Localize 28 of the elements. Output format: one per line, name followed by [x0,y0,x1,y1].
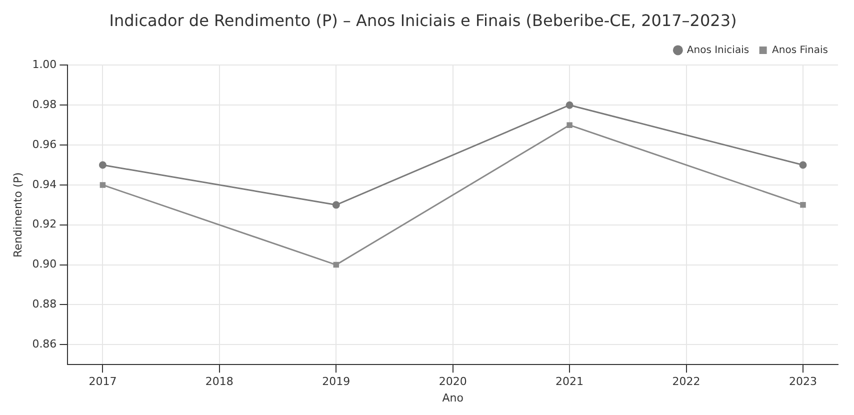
point [333,262,340,268]
point [799,161,807,169]
x-tick-label: 2022 [672,375,700,388]
point [100,182,106,188]
y-tick-label: 0.86 [32,338,57,350]
point [566,122,572,128]
x-tick-label: 2018 [205,375,234,388]
y-tick-label: 0.96 [32,138,57,151]
y-tick-label: 0.94 [32,178,57,191]
chart-title: Indicador de Rendimento (P) – Anos Iniciais e Finais (Beberibe-CE, 2017–2023) [109,10,737,30]
point [98,161,106,169]
x-tick-label: 2019 [322,375,350,388]
y-axis-title: Rendimento (P) [11,172,24,258]
legend-label: Anos Finais [772,44,828,56]
y-tick-label: 0.88 [32,298,57,311]
x-axis-title: Ano [442,391,464,404]
y-tick-label: 0.90 [32,258,57,271]
point [332,201,340,209]
y-tick-label: 0.92 [32,218,57,231]
y-tick-label: 0.98 [32,98,57,111]
legend-label: Anos Iniciais [686,44,750,56]
x-tick-label: 2023 [788,375,817,388]
point [566,101,574,109]
y-tick-label: 1.00 [32,58,57,72]
x-tick-label: 2017 [88,375,117,388]
point [800,202,806,208]
x-tick-label: 2020 [438,375,467,388]
x-tick-label: 2021 [556,375,584,388]
